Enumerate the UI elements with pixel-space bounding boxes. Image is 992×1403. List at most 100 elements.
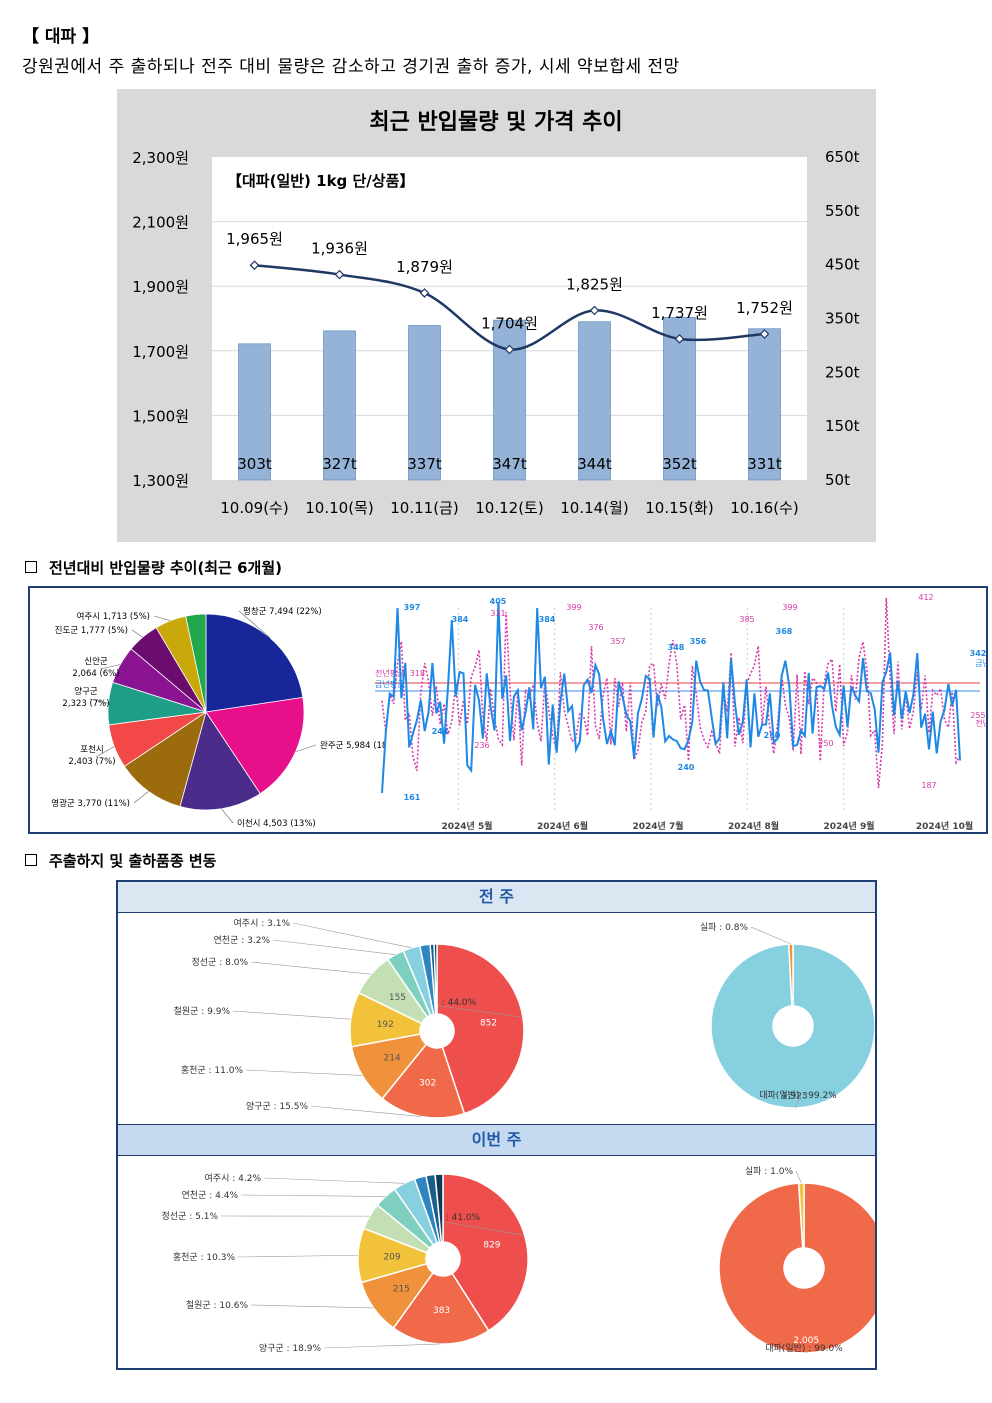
donut-slice [718, 1182, 875, 1354]
slice-label: 철원군 : 9.9% [174, 1006, 231, 1017]
price-label: 1,752원 [736, 299, 793, 317]
slice-label: 여주시 : 4.2% [205, 1172, 262, 1184]
price-marker [674, 334, 685, 344]
page-title: 【 대파 】 [22, 27, 100, 47]
donut-slice [392, 1271, 490, 1345]
leader-line [153, 615, 171, 621]
leader-line [750, 926, 791, 945]
slice-label: 2,064 (6%) [72, 669, 119, 679]
cur-avg-label: 금년평균 [375, 679, 404, 689]
price-marker [419, 288, 430, 298]
left-tick-label: 1,300원 [132, 472, 189, 490]
x-tick-label: 10.14(월) [560, 499, 628, 517]
price-label: 1,704원 [481, 315, 538, 333]
left-tick-label: 2,300원 [132, 149, 189, 167]
origin-pie-6m: 평창군 7,494 (22%) 완주군 5,984 (18%) 이천시 4,503 … [51, 606, 385, 829]
slice-value-label: 829 [483, 1241, 500, 1251]
volume-bar [238, 343, 271, 481]
slice-label: 연천군 : 4.4% [182, 1190, 239, 1201]
leader-line [250, 1304, 374, 1309]
bar-value-label: 303t [237, 455, 272, 473]
x-tick-label: 10.12(토) [475, 499, 543, 517]
slice-label: 평창군 7,494 (22%) [243, 606, 322, 617]
section-trend-label: 전년대비 반입물량 추이(최근 6개월) [49, 559, 283, 577]
x-tick-label: 10.09(수) [220, 499, 288, 517]
prev-point-label: 236 [474, 741, 489, 750]
right-tick-label: 250t [825, 363, 860, 381]
leader-line [237, 1254, 359, 1258]
slice-value-label: 155 [389, 993, 406, 1003]
slice-value-label: 852 [480, 1019, 497, 1029]
bar-value-label: 331t [747, 455, 782, 473]
prev-week-origin-pie: 852 평창군 : 44.0% 302 양구군 : 15.5% 214 홍천군 : 11.… [174, 917, 525, 1119]
slice-label: 실파 : 0.8% [700, 922, 749, 933]
legend-prev: 전년 [975, 718, 986, 728]
combo-chart-frame: 최근 반입물량 및 가격 추이 【대파(일반) 1kg 단/상품】 2,300원 2,… [117, 89, 876, 542]
bar-value-label: 327t [322, 455, 357, 473]
cur-point-label: 161 [404, 793, 421, 802]
price-marker [334, 269, 345, 280]
section-origin-heading: 주출하지 및 출하품종 변동 [25, 850, 216, 871]
x-month-label: 2024년 6월 [537, 820, 588, 832]
leader-line [232, 1010, 351, 1020]
slice-label: 홍천군 : 11.0% [181, 1064, 244, 1076]
prev-point-label: 331 [490, 609, 505, 618]
slice-label: 연천군 : 3.2% [214, 935, 271, 946]
leader-line [221, 808, 234, 824]
chart-subtitle: 【대파(일반) 1kg 단/상품】 [227, 172, 414, 190]
cur-point-label: 368 [776, 627, 793, 636]
bar-value-label: 337t [407, 455, 442, 473]
slice-label: 여주시 1,713 (5%) [77, 611, 150, 622]
x-month-label: 2024년 8월 [728, 820, 779, 832]
bar-value-label: 347t [492, 455, 527, 473]
series-cur-line [381, 601, 961, 794]
legend-cur: 금년 [975, 658, 986, 668]
price-label: 1,879원 [396, 258, 453, 276]
cur-point-label: 397 [404, 603, 421, 612]
panel-prev-week-header: 전 주 [118, 882, 875, 913]
checkbox-icon [25, 560, 37, 573]
slice-label: 홍천군 : 10.3% [173, 1251, 236, 1263]
slice-value-label: 215 [393, 1284, 410, 1294]
slice-value-label: 192 [377, 1020, 394, 1030]
weekly-panel: 전 주 852 평창군 : 44.0% 302 양구군 : 15.5% 214 홍천군 :… [116, 880, 877, 1370]
slice-label: 2,403 (7%) [68, 757, 115, 767]
price-label: 1,936원 [311, 240, 368, 258]
donut-slice [434, 1173, 444, 1243]
price-marker [759, 329, 770, 339]
pie-slice [185, 613, 207, 713]
series-prev-line [381, 597, 961, 789]
leader-line [131, 629, 143, 638]
x-month-label: 2024년 5월 [441, 820, 492, 832]
slice-label: 대파(일반) : 99.0% [765, 1343, 843, 1354]
right-tick-label: 50t [825, 471, 850, 489]
prev-point-label: 385 [739, 615, 754, 624]
slice-label: 양구군 : 15.5% [246, 1101, 309, 1112]
volume-bar [323, 330, 356, 481]
yoy-line-chart: 전년평균: 318금년평균397161384244405384348240356… [375, 593, 986, 832]
leader-line [99, 664, 121, 670]
this-week-origin-pie: 829 평창군 : 41.0% 383 양구군 : 18.9% 215 철원군 : 10.… [162, 1172, 529, 1354]
leader-line [292, 922, 412, 949]
section-trend-heading: 전년대비 반입물량 추이(최근 6개월) [25, 557, 282, 578]
page-subtitle: 강원권에서 주 출하되나 전주 대비 물량은 감소하고 경기권 출하 증가, 시… [22, 57, 680, 77]
slice-label: 2,323 (7%) [62, 699, 109, 709]
combo-chart: 최근 반입물량 및 가격 추이 【대파(일반) 1kg 단/상품】 2,300원 2,… [132, 110, 860, 517]
slice-label: 완주군 5,984 (18%) [320, 741, 385, 751]
slice-value-label: 302 [419, 1078, 436, 1088]
prev-point-label: 376 [588, 623, 603, 632]
prev-point-label: 255 [970, 711, 985, 720]
slice-value-label: 383 [433, 1306, 450, 1316]
slice-label: 이천시 4,503 (13%) [237, 818, 316, 829]
slice-label: 진도군 1,777 (5%) [55, 625, 128, 636]
price-marker [504, 344, 515, 355]
volume-bar [748, 328, 781, 481]
x-month-label: 2024년 7월 [632, 820, 683, 832]
slice-label: 평창군 : 41.0% [418, 1212, 481, 1223]
cur-point-label: 250 [764, 731, 781, 740]
price-label: 1,965원 [226, 230, 283, 248]
price-marker [249, 260, 260, 271]
leader-line [133, 791, 149, 804]
